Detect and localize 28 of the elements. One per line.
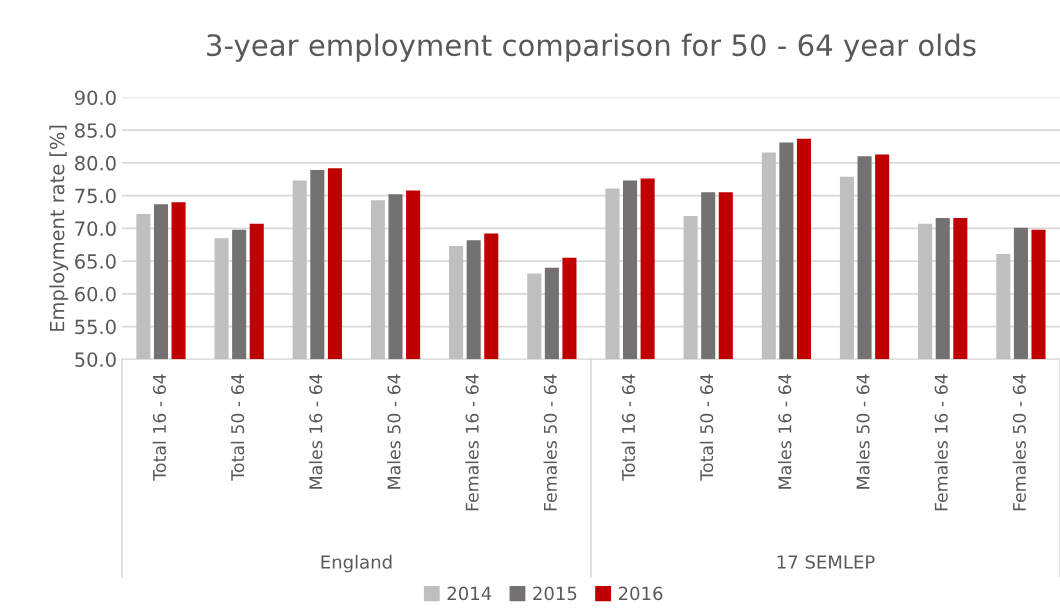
- x-tick-label: Males 50 - 64: [387, 374, 401, 489]
- x-tick-label: Males 16 - 64: [777, 374, 792, 489]
- legend-label: 2016: [618, 586, 663, 601]
- y-tick-label: 50.0: [75, 352, 116, 367]
- legend-label: 2015: [533, 586, 577, 601]
- text: England: [321, 554, 392, 573]
- y-tick-label: 85.0: [75, 123, 116, 138]
- x-tick-label: Total 16 - 64: [152, 374, 167, 481]
- x-tick-label: Males 50 - 64: [856, 374, 870, 489]
- y-tick-label: 75.0: [75, 188, 116, 204]
- x-tick-label: Females 50 - 64: [1012, 374, 1026, 511]
- x-tick-label: Females 50 - 64: [543, 374, 557, 511]
- y-tick-label: 80.0: [75, 155, 116, 171]
- chart-title: 3-year employment comparison for 50 - 64 year olds: [207, 33, 976, 62]
- x-tick-label: Total 16 - 64: [621, 374, 636, 481]
- y-tick-label: 90.0: [74, 90, 116, 106]
- y-tick-label: 70.0: [75, 221, 116, 237]
- x-tick-label: Females 16 - 64: [934, 374, 948, 511]
- text: 17 SEMLEP: [777, 555, 875, 569]
- y-tick-label: 55.0: [75, 319, 116, 335]
- x-tick-label: Females 16 - 64: [465, 374, 479, 511]
- x-tick-label: Males 16 - 64: [308, 374, 323, 489]
- x-tick-label: Total 50 - 64: [230, 374, 245, 481]
- y-tick-label: 65.0: [75, 254, 116, 269]
- y-axis-title: Employment rate [%]: [49, 125, 69, 331]
- y-tick-label: 60.0: [75, 286, 116, 302]
- x-tick-label: Total 50 - 64: [699, 374, 714, 481]
- legend-label: 2014: [447, 586, 492, 601]
